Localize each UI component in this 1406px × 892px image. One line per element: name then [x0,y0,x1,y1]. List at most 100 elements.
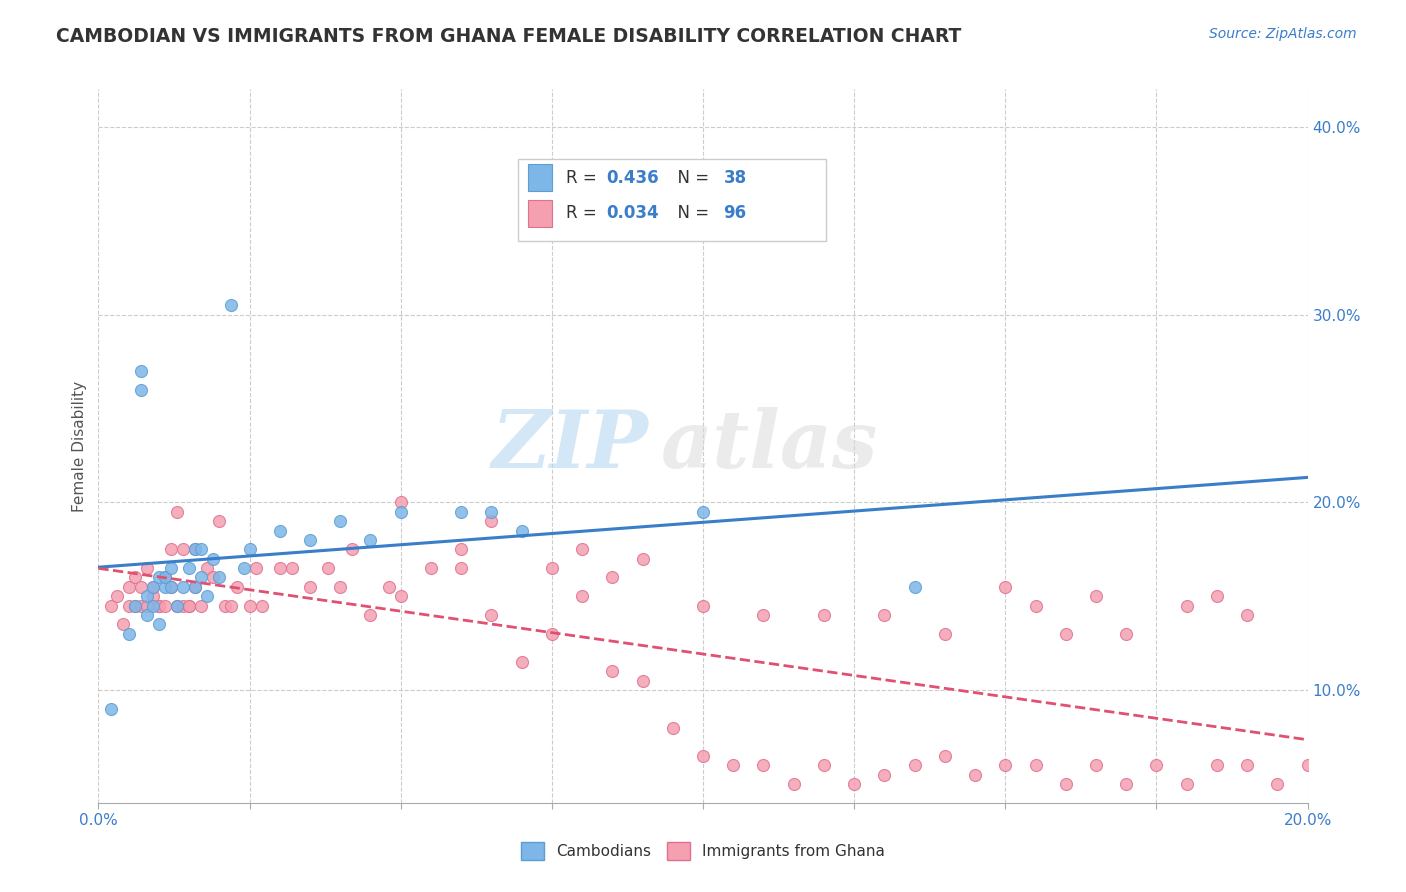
Point [118,627,141,641]
Point [135,599,157,613]
Point [571,542,593,557]
Point [214,599,236,613]
Point [316,561,339,575]
Point [179,599,201,613]
Point [602,665,624,679]
Point [481,505,503,519]
Point [450,542,472,557]
Point [1236,758,1258,772]
Text: 96: 96 [724,204,747,222]
Text: R =: R = [567,204,602,222]
Text: N =: N = [666,169,714,186]
Point [934,627,956,641]
Point [1085,758,1108,772]
Point [813,758,835,772]
Text: 0.436: 0.436 [606,169,659,186]
Point [389,589,412,603]
Point [1115,627,1137,641]
Point [844,777,866,791]
Point [226,580,249,594]
Point [160,561,183,575]
Point [190,542,212,557]
Point [195,561,218,575]
Point [661,721,683,735]
Point [1175,777,1198,791]
Point [179,599,201,613]
Point [389,495,412,509]
Point [1144,758,1167,772]
Point [1115,777,1137,791]
Point [124,570,146,584]
Point [124,599,146,613]
Point [481,514,503,528]
Point [540,627,562,641]
Point [450,505,472,519]
Point [692,748,714,763]
Point [602,570,624,584]
Point [1054,627,1077,641]
Point [360,607,382,622]
Point [239,599,262,613]
Point [510,524,533,538]
Point [1236,607,1258,622]
Point [1206,758,1229,772]
Point [166,599,188,613]
Point [245,561,267,575]
Point [129,383,152,397]
Point [195,589,218,603]
Point [184,542,207,557]
Point [450,561,472,575]
Point [1296,758,1319,772]
Point [342,542,364,557]
Point [184,542,207,557]
Point [190,599,212,613]
Point [1206,589,1229,603]
Point [190,570,212,584]
Point [377,580,399,594]
Point [153,570,176,584]
Text: atlas: atlas [661,408,879,484]
Point [111,617,134,632]
Point [904,580,927,594]
Point [172,542,194,557]
Text: Source: ZipAtlas.com: Source: ZipAtlas.com [1209,27,1357,41]
Point [221,298,243,312]
Bar [517,159,827,241]
Point [118,580,141,594]
Text: ZIP: ZIP [492,408,648,484]
Point [692,505,714,519]
Point [329,580,352,594]
Point [281,561,304,575]
Point [172,599,194,613]
Point [389,505,412,519]
Point [420,561,443,575]
Point [873,607,896,622]
Text: CAMBODIAN VS IMMIGRANTS FROM GHANA FEMALE DISABILITY CORRELATION CHART: CAMBODIAN VS IMMIGRANTS FROM GHANA FEMAL… [56,27,962,45]
Point [692,599,714,613]
Point [934,748,956,763]
Text: 38: 38 [724,169,747,186]
Point [135,561,157,575]
Point [752,758,775,772]
Point [124,599,146,613]
Legend: Cambodians, Immigrants from Ghana: Cambodians, Immigrants from Ghana [515,836,891,866]
Point [166,599,188,613]
Point [994,580,1017,594]
Point [202,551,225,566]
Text: N =: N = [666,204,714,222]
Point [873,767,896,781]
Text: 0.034: 0.034 [606,204,659,222]
Point [100,599,122,613]
Point [148,599,170,613]
Point [1024,758,1046,772]
Point [135,589,157,603]
Point [208,514,231,528]
Point [160,580,183,594]
Point [752,607,775,622]
Point [269,561,291,575]
Point [148,570,170,584]
Point [510,655,533,669]
Point [148,617,170,632]
Point [105,589,128,603]
Point [135,607,157,622]
